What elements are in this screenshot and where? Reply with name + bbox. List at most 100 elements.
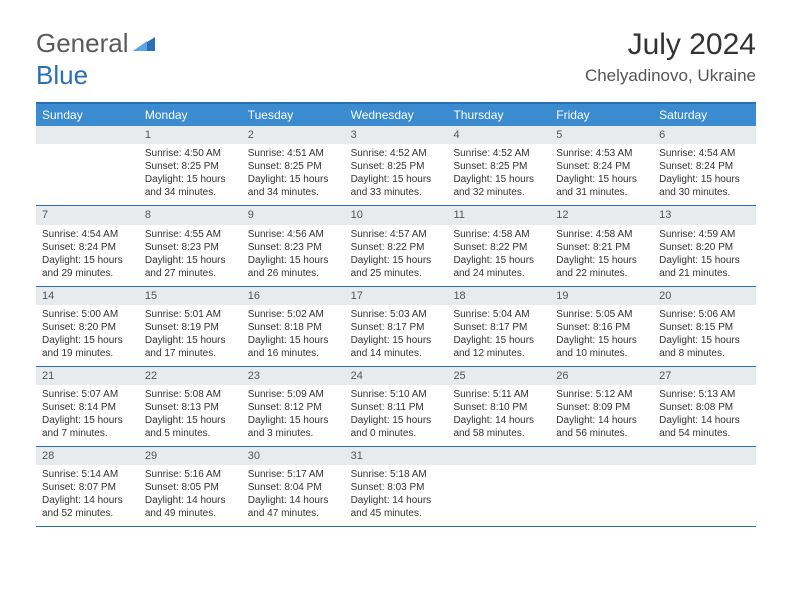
sunset-text: Sunset: 8:20 PM [42, 321, 133, 334]
logo-text-blue: Blue [36, 60, 88, 90]
daylight-text-2: and 14 minutes. [351, 347, 442, 360]
day-number: 24 [345, 367, 448, 385]
daylight-text-1: Daylight: 15 hours [248, 173, 339, 186]
day-number: 8 [139, 206, 242, 224]
daylight-text-1: Daylight: 15 hours [659, 173, 750, 186]
sunset-text: Sunset: 8:11 PM [351, 401, 442, 414]
header: General July 2024 Chelyadinovo, Ukraine [0, 0, 792, 94]
daylight-text-1: Daylight: 15 hours [453, 334, 544, 347]
logo-text-general: General [36, 28, 129, 59]
day-cell: 21Sunrise: 5:07 AMSunset: 8:14 PMDayligh… [36, 367, 139, 446]
sunset-text: Sunset: 8:16 PM [556, 321, 647, 334]
sunset-text: Sunset: 8:13 PM [145, 401, 236, 414]
day-details: Sunrise: 5:08 AMSunset: 8:13 PMDaylight:… [139, 385, 242, 446]
daylight-text-2: and 34 minutes. [145, 186, 236, 199]
sunrise-text: Sunrise: 5:08 AM [145, 388, 236, 401]
daylight-text-2: and 24 minutes. [453, 267, 544, 280]
day-number: 11 [447, 206, 550, 224]
day-number: 28 [36, 447, 139, 465]
weekday-header: Wednesday [345, 104, 448, 126]
day-number: 10 [345, 206, 448, 224]
day-cell: 14Sunrise: 5:00 AMSunset: 8:20 PMDayligh… [36, 287, 139, 366]
daylight-text-1: Daylight: 14 hours [248, 494, 339, 507]
day-number [447, 447, 550, 465]
daylight-text-2: and 7 minutes. [42, 427, 133, 440]
daylight-text-2: and 17 minutes. [145, 347, 236, 360]
day-details: Sunrise: 5:12 AMSunset: 8:09 PMDaylight:… [550, 385, 653, 446]
daylight-text-1: Daylight: 14 hours [556, 414, 647, 427]
day-number [653, 447, 756, 465]
weekday-header: Saturday [653, 104, 756, 126]
day-details: Sunrise: 5:04 AMSunset: 8:17 PMDaylight:… [447, 305, 550, 366]
daylight-text-1: Daylight: 15 hours [42, 254, 133, 267]
daylight-text-1: Daylight: 15 hours [556, 173, 647, 186]
daylight-text-1: Daylight: 15 hours [556, 254, 647, 267]
sunrise-text: Sunrise: 4:54 AM [42, 228, 133, 241]
day-number: 25 [447, 367, 550, 385]
sunset-text: Sunset: 8:25 PM [453, 160, 544, 173]
daylight-text-2: and 45 minutes. [351, 507, 442, 520]
day-number: 20 [653, 287, 756, 305]
sunrise-text: Sunrise: 5:01 AM [145, 308, 236, 321]
day-number [550, 447, 653, 465]
day-details: Sunrise: 4:57 AMSunset: 8:22 PMDaylight:… [345, 225, 448, 286]
day-number: 2 [242, 126, 345, 144]
sunrise-text: Sunrise: 5:17 AM [248, 468, 339, 481]
day-details: Sunrise: 5:03 AMSunset: 8:17 PMDaylight:… [345, 305, 448, 366]
day-details: Sunrise: 4:51 AMSunset: 8:25 PMDaylight:… [242, 144, 345, 205]
day-details: Sunrise: 4:55 AMSunset: 8:23 PMDaylight:… [139, 225, 242, 286]
sunrise-text: Sunrise: 5:09 AM [248, 388, 339, 401]
day-cell: 9Sunrise: 4:56 AMSunset: 8:23 PMDaylight… [242, 206, 345, 285]
day-number: 29 [139, 447, 242, 465]
day-cell: 13Sunrise: 4:59 AMSunset: 8:20 PMDayligh… [653, 206, 756, 285]
sunset-text: Sunset: 8:17 PM [453, 321, 544, 334]
daylight-text-2: and 58 minutes. [453, 427, 544, 440]
sunset-text: Sunset: 8:08 PM [659, 401, 750, 414]
daylight-text-1: Daylight: 15 hours [145, 334, 236, 347]
day-number: 21 [36, 367, 139, 385]
day-details: Sunrise: 5:07 AMSunset: 8:14 PMDaylight:… [36, 385, 139, 446]
daylight-text-1: Daylight: 15 hours [42, 334, 133, 347]
day-details: Sunrise: 4:58 AMSunset: 8:22 PMDaylight:… [447, 225, 550, 286]
daylight-text-1: Daylight: 15 hours [453, 173, 544, 186]
week-row: 7Sunrise: 4:54 AMSunset: 8:24 PMDaylight… [36, 206, 756, 286]
day-details: Sunrise: 5:06 AMSunset: 8:15 PMDaylight:… [653, 305, 756, 366]
day-details: Sunrise: 5:10 AMSunset: 8:11 PMDaylight:… [345, 385, 448, 446]
sunrise-text: Sunrise: 4:57 AM [351, 228, 442, 241]
sunset-text: Sunset: 8:19 PM [145, 321, 236, 334]
day-number: 5 [550, 126, 653, 144]
day-number: 1 [139, 126, 242, 144]
day-details: Sunrise: 5:17 AMSunset: 8:04 PMDaylight:… [242, 465, 345, 526]
daylight-text-2: and 0 minutes. [351, 427, 442, 440]
day-number [36, 126, 139, 144]
daylight-text-1: Daylight: 15 hours [145, 173, 236, 186]
title-block: July 2024 Chelyadinovo, Ukraine [585, 28, 756, 86]
daylight-text-2: and 54 minutes. [659, 427, 750, 440]
day-details: Sunrise: 4:50 AMSunset: 8:25 PMDaylight:… [139, 144, 242, 205]
sunrise-text: Sunrise: 5:02 AM [248, 308, 339, 321]
logo-triangle-icon [133, 33, 155, 54]
day-details: Sunrise: 5:00 AMSunset: 8:20 PMDaylight:… [36, 305, 139, 366]
day-number: 26 [550, 367, 653, 385]
day-cell: 28Sunrise: 5:14 AMSunset: 8:07 PMDayligh… [36, 447, 139, 526]
sunset-text: Sunset: 8:09 PM [556, 401, 647, 414]
day-details: Sunrise: 4:54 AMSunset: 8:24 PMDaylight:… [653, 144, 756, 205]
daylight-text-1: Daylight: 15 hours [659, 334, 750, 347]
sunrise-text: Sunrise: 5:14 AM [42, 468, 133, 481]
day-cell: 2Sunrise: 4:51 AMSunset: 8:25 PMDaylight… [242, 126, 345, 205]
day-details: Sunrise: 4:58 AMSunset: 8:21 PMDaylight:… [550, 225, 653, 286]
week-row: 28 Sunrise: 5:14 AMSunset: 8:07 PM Dayligh… [36, 447, 756, 527]
day-number: 31 [345, 447, 448, 465]
daylight-text-2: and 16 minutes. [248, 347, 339, 360]
weekday-header-row: Sunday Monday Tuesday Wednesday Thursday… [36, 104, 756, 126]
sunrise-text: Sunrise: 5:11 AM [453, 388, 544, 401]
sunset-text: Sunset: 8:07 PM [42, 481, 133, 494]
sunrise-text: Sunrise: 4:50 AM [145, 147, 236, 160]
daylight-text-2: and 31 minutes. [556, 186, 647, 199]
sunrise-text: Sunrise: 5:07 AM [42, 388, 133, 401]
sunrise-text: Sunrise: 5:00 AM [42, 308, 133, 321]
sunset-text: Sunset: 8:23 PM [145, 241, 236, 254]
day-details: Sunrise: 5:18 AMSunset: 8:03 PMDaylight:… [345, 465, 448, 526]
sunset-text: Sunset: 8:18 PM [248, 321, 339, 334]
day-cell [36, 126, 139, 205]
